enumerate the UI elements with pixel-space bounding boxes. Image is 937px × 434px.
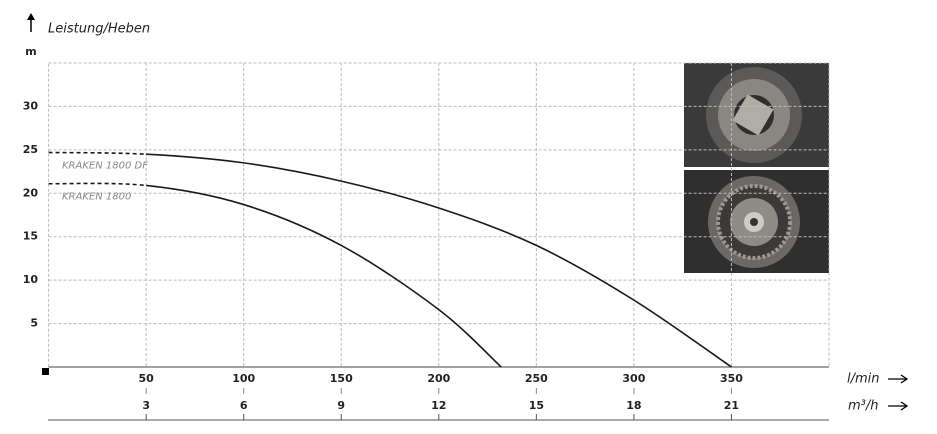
axis-arrow xyxy=(27,13,35,20)
curve xyxy=(146,153,732,368)
x-tick-label: 300 xyxy=(622,372,645,385)
y-tick-label: 5 xyxy=(30,317,38,330)
x2-tick-label: 9 xyxy=(337,399,345,412)
y-tick-label: 30 xyxy=(23,99,39,112)
x-axis-label: l/min xyxy=(847,372,880,387)
x2-tick-label: 21 xyxy=(724,399,739,412)
y-unit: m xyxy=(25,45,36,58)
y-tick-label: 20 xyxy=(23,186,39,199)
y-tick-label: 10 xyxy=(23,273,39,286)
y-tick-label: 15 xyxy=(23,230,38,243)
x-tick-label: 100 xyxy=(232,372,255,385)
x-tick-label: 250 xyxy=(525,372,548,385)
axis-arrow xyxy=(888,374,909,384)
curve-dashed xyxy=(48,151,147,155)
axis-arrow xyxy=(888,401,909,411)
y-tick-label: 25 xyxy=(23,143,38,156)
x2-axis-label: m³/h xyxy=(848,399,879,414)
photo xyxy=(684,63,829,273)
x2-tick-label: 18 xyxy=(626,399,641,412)
y-axis-label: Leistung/Heben xyxy=(48,22,150,37)
series-label: KRAKEN 1800 DF xyxy=(62,160,148,171)
x-tick-label: 200 xyxy=(427,372,450,385)
x2-tick-label: 3 xyxy=(142,399,150,412)
origin-marker xyxy=(42,368,49,375)
x-tick-label: 150 xyxy=(330,372,353,385)
series-label: KRAKEN 1800 xyxy=(62,192,131,203)
x-tick-label: 50 xyxy=(138,372,154,385)
x2-tick-label: 12 xyxy=(431,399,446,412)
curve xyxy=(146,184,502,368)
x-tick-label: 350 xyxy=(720,372,743,385)
x2-tick-label: 15 xyxy=(529,399,544,412)
x2-tick-label: 6 xyxy=(240,399,248,412)
curve-dashed xyxy=(48,182,147,187)
